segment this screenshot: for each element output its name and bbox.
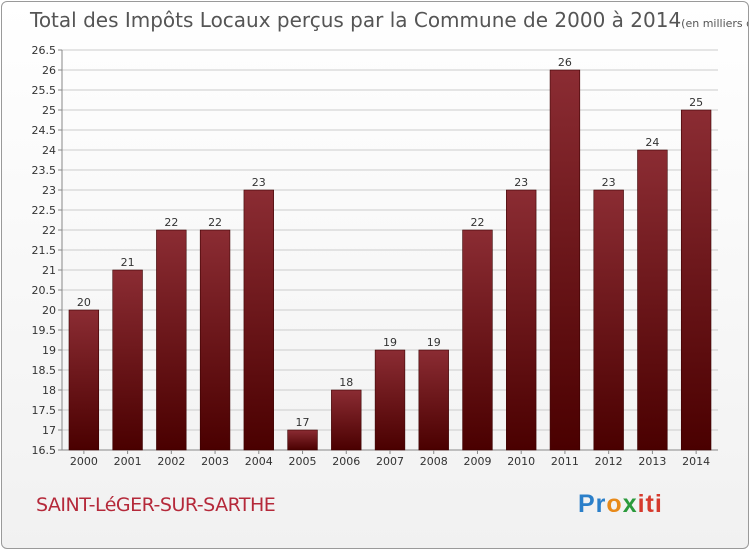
y-tick-label: 18.5 <box>32 364 57 377</box>
bar <box>593 189 624 451</box>
brand-part-3: x <box>622 490 638 518</box>
y-tick-label: 20 <box>42 304 56 317</box>
data-label: 22 <box>208 216 222 229</box>
data-label: 19 <box>427 336 441 349</box>
y-tick-label: 17.5 <box>32 404 57 417</box>
y-tick-label: 25.5 <box>32 84 57 97</box>
x-tick-label: 2007 <box>376 455 404 468</box>
y-tick-label: 26.5 <box>32 44 57 57</box>
chart-title: Total des Impôts Locaux perçus par la Co… <box>30 8 748 32</box>
bar <box>243 189 274 451</box>
y-tick-label: 19.5 <box>32 324 57 337</box>
data-label: 21 <box>121 256 135 269</box>
x-tick-label: 2014 <box>682 455 710 468</box>
data-label: 19 <box>383 336 397 349</box>
bar <box>680 109 712 451</box>
y-tick-label: 23.5 <box>32 164 57 177</box>
bar <box>549 69 581 451</box>
bar <box>331 389 362 451</box>
data-label: 23 <box>602 176 616 189</box>
y-tick-label: 21.5 <box>32 244 57 257</box>
bar <box>418 349 449 451</box>
data-label: 17 <box>296 416 310 429</box>
x-tick-label: 2008 <box>420 455 448 468</box>
x-tick-label: 2011 <box>551 455 579 468</box>
data-label: 25 <box>689 96 703 109</box>
commune-name: SAINT-LéGER-SUR-SARTHE <box>36 494 276 516</box>
x-tick-label: 2002 <box>157 455 185 468</box>
y-tick-label: 22.5 <box>32 204 57 217</box>
y-tick-label: 24 <box>42 144 56 157</box>
y-tick-label: 25 <box>42 104 56 117</box>
brand-part-1: Pr <box>578 490 607 518</box>
x-tick-label: 2013 <box>638 455 666 468</box>
y-tick-label: 16.5 <box>32 444 57 457</box>
bar <box>462 229 493 451</box>
y-tick-label: 18 <box>42 384 56 397</box>
y-tick-label: 20.5 <box>32 284 57 297</box>
bar <box>287 429 318 451</box>
y-tick-label: 21 <box>42 264 56 277</box>
x-tick-label: 2004 <box>245 455 273 468</box>
brand-part-4: iti <box>637 490 663 518</box>
data-label: 23 <box>252 176 266 189</box>
data-label: 20 <box>77 296 91 309</box>
data-label: 18 <box>339 376 353 389</box>
data-label: 24 <box>645 136 659 149</box>
data-label: 26 <box>558 56 572 69</box>
y-tick-label: 22 <box>42 224 56 237</box>
x-tick-label: 2012 <box>595 455 623 468</box>
x-tick-label: 2003 <box>201 455 229 468</box>
proxiti-logo: Proxiti <box>578 490 663 519</box>
data-label: 23 <box>514 176 528 189</box>
x-tick-label: 2006 <box>332 455 360 468</box>
bar <box>112 269 143 451</box>
bar <box>506 189 537 451</box>
data-label: 22 <box>164 216 178 229</box>
y-tick-label: 26 <box>42 64 56 77</box>
y-tick-label: 19 <box>42 344 56 357</box>
bar <box>199 229 231 451</box>
bar <box>637 149 668 451</box>
x-tick-label: 2009 <box>463 455 491 468</box>
x-tick-label: 2005 <box>289 455 317 468</box>
brand-part-2: o <box>606 490 623 518</box>
bar <box>68 309 100 451</box>
x-tick-label: 2010 <box>507 455 535 468</box>
bar <box>156 229 187 451</box>
x-tick-label: 2001 <box>114 455 142 468</box>
chart-title-text: Total des Impôts Locaux perçus par la Co… <box>30 8 682 32</box>
y-tick-label: 23 <box>42 184 56 197</box>
chart-title-unit: (en milliers d'€) <box>681 17 748 30</box>
y-tick-label: 17 <box>42 424 56 437</box>
y-tick-label: 24.5 <box>32 124 57 137</box>
bar <box>374 349 406 451</box>
data-label: 22 <box>470 216 484 229</box>
x-tick-label: 2000 <box>70 455 98 468</box>
